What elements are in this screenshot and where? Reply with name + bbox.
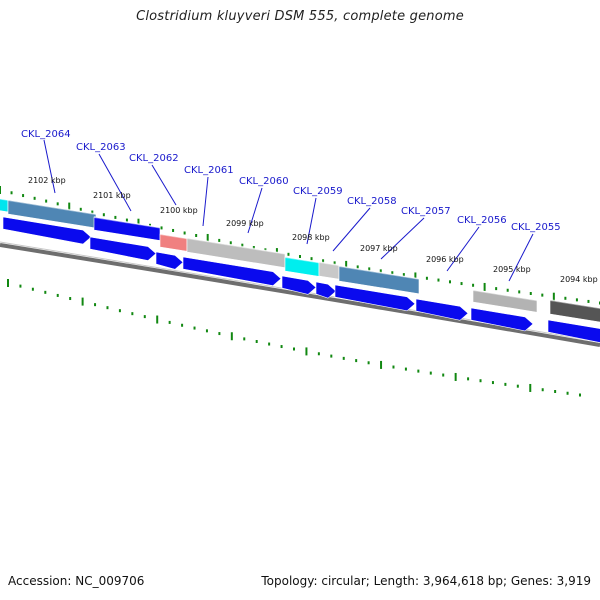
label-leaders [43, 139, 534, 282]
cds-arrow[interactable] [334, 284, 416, 312]
genome-backbone [0, 243, 600, 347]
feature-shine [186, 237, 286, 255]
feature-block[interactable] [338, 265, 420, 295]
cds-arrow[interactable] [2, 216, 92, 245]
feature-block[interactable] [549, 299, 600, 324]
kbp-label: 2102 kbp [28, 176, 66, 185]
kbp-label: 2096 kbp [426, 255, 464, 264]
gene-leader-line [202, 176, 209, 227]
gene-label[interactable]: CKL_2063 [76, 142, 126, 153]
gene-label[interactable]: CKL_2059 [293, 186, 343, 197]
feature-block[interactable] [472, 289, 538, 313]
gene-leader-line [98, 153, 132, 212]
feature-shine [318, 261, 340, 267]
cds-track[interactable] [2, 216, 600, 343]
genome-summary-text: Topology: circular; Length: 3,964,618 bp… [261, 574, 591, 588]
feature-shine [549, 299, 600, 310]
kbp-label: 2100 kbp [160, 206, 198, 215]
gene-leader-line [43, 139, 56, 194]
gene-label[interactable]: CKL_2056 [457, 215, 507, 226]
cds-arrow[interactable] [470, 307, 534, 332]
gene-label[interactable]: CKL_2062 [129, 153, 179, 164]
gene-label[interactable]: CKL_2058 [347, 196, 397, 207]
cds-arrow[interactable] [155, 251, 184, 270]
feature-shine [472, 289, 538, 302]
cds-arrow[interactable] [281, 275, 317, 295]
kbp-label: 2099 kbp [226, 219, 264, 228]
feature-shine [7, 199, 97, 216]
outer-tick-ring [7, 279, 581, 397]
feature-shine [284, 256, 320, 264]
gene-leader-line [332, 207, 371, 252]
gene-label[interactable]: CKL_2057 [401, 206, 451, 217]
gene-leader-line [151, 164, 177, 206]
gene-leader-line [380, 217, 425, 260]
feature-shine [93, 216, 161, 229]
kbp-label: 2095 kbp [493, 265, 531, 274]
cds-arrow[interactable] [415, 298, 469, 321]
kbp-label: 2097 kbp [360, 244, 398, 253]
feature-shine [338, 265, 420, 280]
kbp-label: 2098 kbp [292, 233, 330, 242]
gene-label[interactable]: CKL_2064 [21, 129, 71, 140]
feature-block[interactable] [284, 256, 320, 277]
gene-leader-line [247, 187, 263, 234]
feature-track[interactable] [0, 197, 600, 324]
feature-shine [0, 197, 9, 201]
gene-label[interactable]: CKL_2055 [511, 222, 561, 233]
feature-shine [159, 233, 188, 240]
kbp-label: 2094 kbp [560, 275, 598, 284]
kbp-scale: 2102 kbp 2101 kbp 2100 kbp 2099 kbp 2098 kbp… [28, 176, 598, 284]
gene-leader-line [306, 197, 317, 245]
cds-arrow[interactable] [315, 281, 337, 299]
kbp-label: 2101 kbp [93, 191, 131, 200]
gene-label[interactable]: CKL_2061 [184, 165, 234, 176]
gene-leader-line [446, 226, 480, 272]
accession-text: Accession: NC_009706 [8, 574, 145, 588]
gene-label[interactable]: CKL_2060 [239, 176, 289, 187]
map-title: Clostridium kluyveri DSM 555, complete g… [136, 9, 464, 24]
gene-leader-line [508, 233, 534, 282]
cds-arrow[interactable] [182, 256, 282, 287]
cds-arrow[interactable] [89, 236, 157, 261]
cds-arrow[interactable] [547, 319, 600, 343]
